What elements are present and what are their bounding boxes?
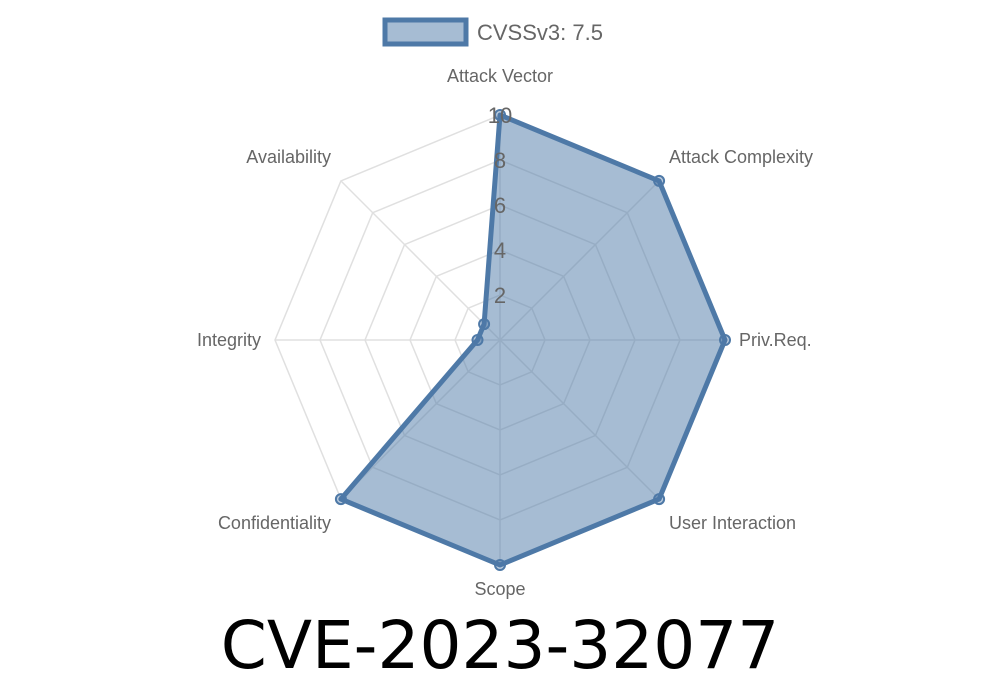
data-point: [494, 109, 506, 121]
grid-spoke: [340, 180, 501, 341]
axis-label: Confidentiality: [218, 513, 331, 533]
axis-label: Availability: [246, 147, 331, 167]
tick-label: 2: [494, 283, 506, 308]
axis-label: Priv.Req.: [739, 330, 812, 350]
tick-label: 4: [494, 238, 506, 263]
axis-label: Attack Complexity: [669, 147, 813, 167]
data-point: [334, 493, 347, 506]
data-point: [653, 174, 666, 187]
chart-title: CVE-2023-32077: [220, 607, 780, 684]
tick-label: 8: [494, 148, 506, 173]
axis-label: Integrity: [197, 330, 261, 350]
data-point: [494, 559, 506, 571]
data-point: [478, 318, 491, 331]
data-point: [471, 334, 484, 346]
tick-label: 6: [494, 193, 506, 218]
legend-swatch: [382, 17, 469, 47]
tick-label: 10: [488, 103, 512, 128]
axis-label: User Interaction: [669, 513, 796, 533]
legend-label: CVSSv3: 7.5: [477, 20, 603, 45]
data-point: [719, 334, 731, 346]
axis-label: Scope: [474, 579, 525, 599]
axis-label: Attack Vector: [447, 66, 553, 86]
data-point: [653, 493, 666, 506]
